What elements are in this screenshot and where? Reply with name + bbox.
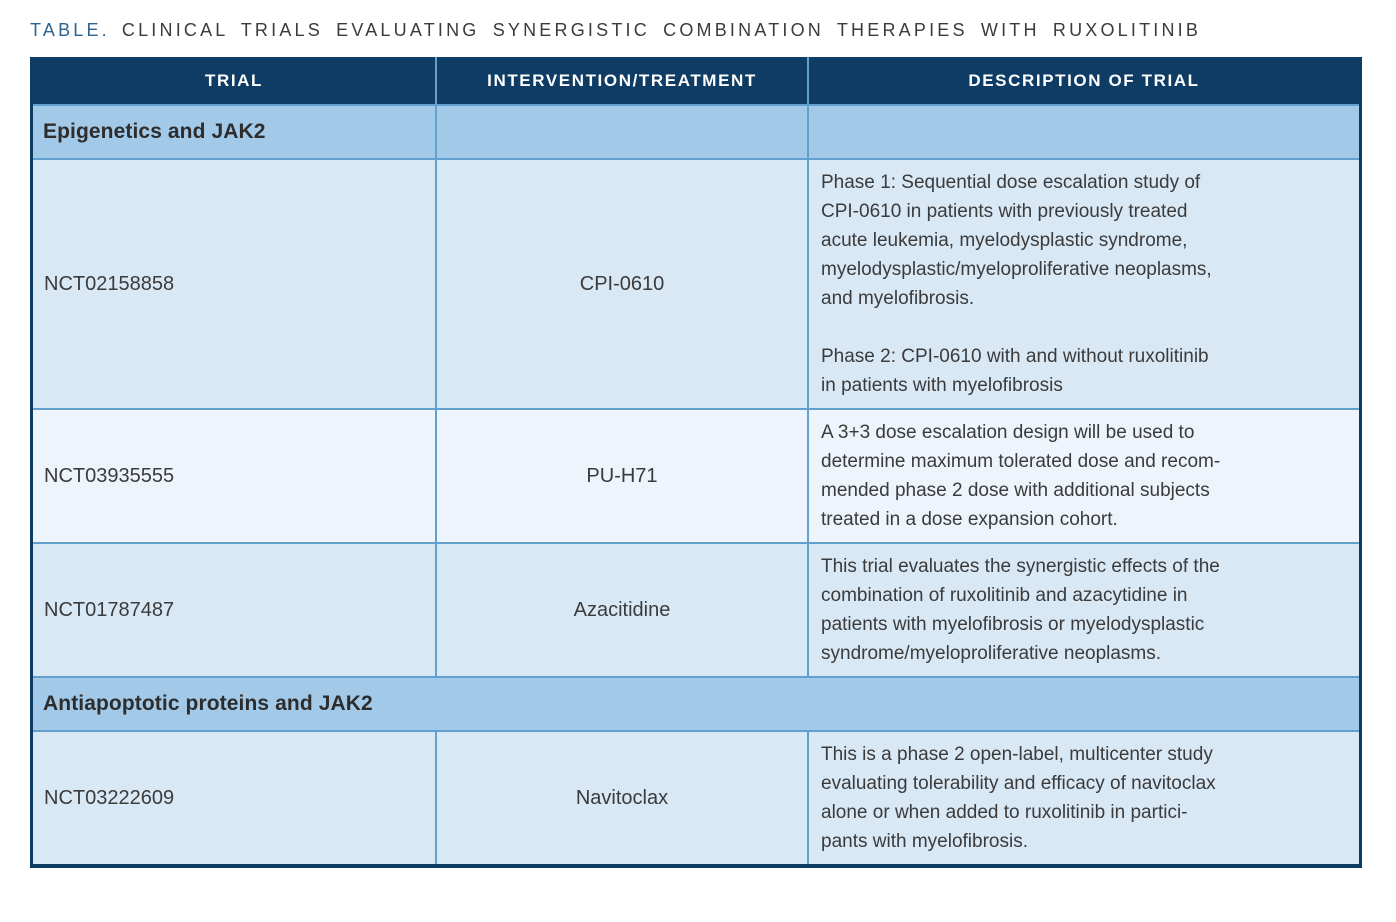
intervention-cell: PU-H71 bbox=[437, 410, 809, 542]
description-cell: This trial evaluates the synergistic eff… bbox=[821, 556, 1220, 664]
section-header-label: Antiapoptotic proteins and JAK2 bbox=[43, 692, 373, 715]
table-header-row: TRIAL INTERVENTION/TREATMENT DESCRIPTION… bbox=[33, 57, 1359, 104]
intervention-cell: Azacitidine bbox=[437, 544, 809, 676]
table-title-prefix: TABLE. bbox=[30, 20, 110, 40]
column-header-trial: TRIAL bbox=[33, 57, 437, 104]
section-header-label: Epigenetics and JAK2 bbox=[33, 106, 437, 158]
intervention-cell: CPI-0610 bbox=[437, 160, 809, 408]
trial-id-cell: NCT03222609 bbox=[33, 732, 437, 864]
description-cell: A 3+3 dose escalation design will be use… bbox=[821, 422, 1221, 530]
trial-id-cell: NCT01787487 bbox=[33, 544, 437, 676]
description-cell: Phase 1: Sequential dose escalation stud… bbox=[821, 172, 1212, 396]
column-header-intervention: INTERVENTION/TREATMENT bbox=[437, 57, 809, 104]
table-body: Epigenetics and JAK2 NCT02158858 CPI-0610 P… bbox=[33, 104, 1359, 864]
section-empty-cell bbox=[809, 106, 1359, 158]
trial-id-cell: NCT02158858 bbox=[33, 160, 437, 408]
trial-row: NCT02158858 CPI-0610 Phase 1: Sequential d… bbox=[33, 158, 1359, 408]
trial-id-cell: NCT03935555 bbox=[33, 410, 437, 542]
section-empty-cell bbox=[437, 106, 809, 158]
table-title: TABLE. CLINICAL TRIALS EVALUATING SYNERGI… bbox=[30, 20, 1396, 41]
trial-row: NCT03222609 Navitoclax This is a phase 2 o… bbox=[33, 730, 1359, 864]
section-header-row: Antiapoptotic proteins and JAK2 bbox=[33, 676, 1359, 730]
description-cell: This is a phase 2 open-label, multicente… bbox=[821, 744, 1216, 852]
table-title-text: CLINICAL TRIALS EVALUATING SYNERGISTIC C… bbox=[121, 20, 1202, 40]
column-header-description: DESCRIPTION OF TRIAL bbox=[968, 70, 1200, 90]
intervention-cell: Navitoclax bbox=[437, 732, 809, 864]
clinical-trials-table: TRIAL INTERVENTION/TREATMENT DESCRIPTION… bbox=[30, 57, 1362, 868]
page: TABLE. CLINICAL TRIALS EVALUATING SYNERGI… bbox=[30, 20, 1396, 868]
section-header-row: Epigenetics and JAK2 bbox=[33, 104, 1359, 158]
trial-row: NCT03935555 PU-H71 A 3+3 dose escalation d… bbox=[33, 408, 1359, 542]
trial-row: NCT01787487 Azacitidine This trial evaluat… bbox=[33, 542, 1359, 676]
